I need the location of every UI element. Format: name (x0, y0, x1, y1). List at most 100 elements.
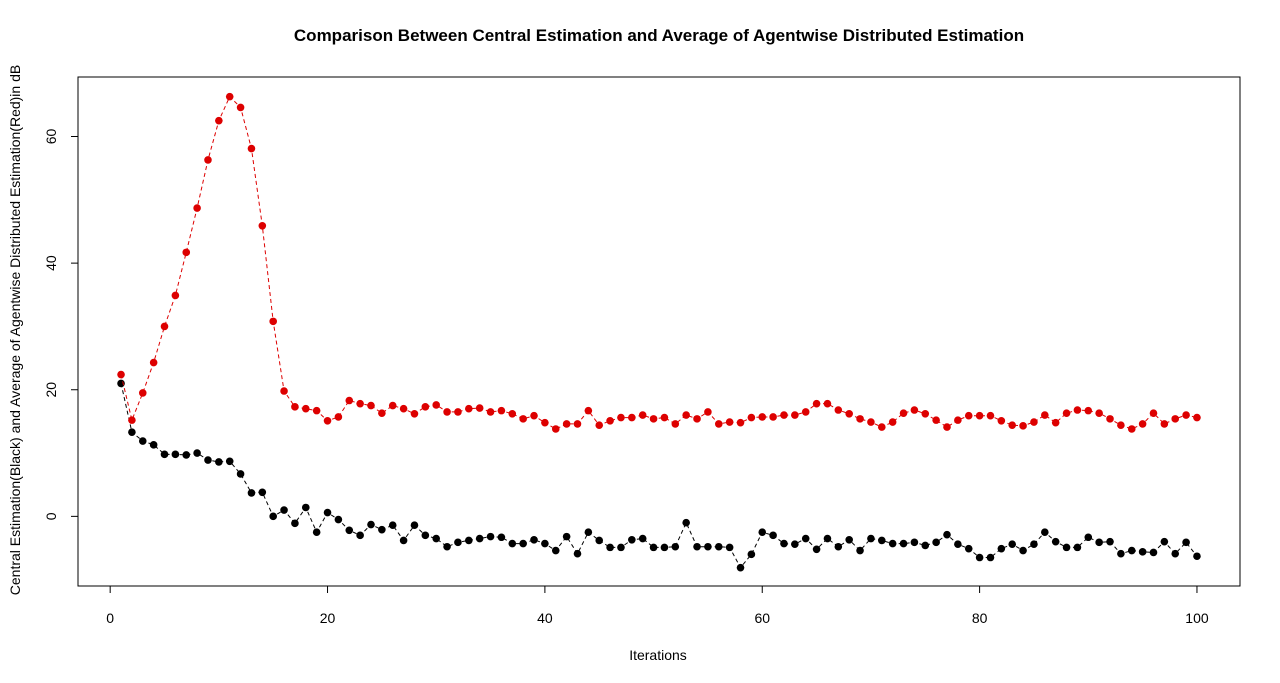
point (986, 411, 995, 420)
point (975, 411, 984, 420)
point (138, 389, 147, 397)
point (345, 526, 354, 535)
point (1160, 537, 1169, 546)
point (530, 535, 538, 544)
point (541, 418, 549, 427)
point (986, 553, 995, 562)
point (704, 408, 712, 416)
point (258, 488, 267, 497)
point (497, 406, 506, 415)
point (193, 449, 201, 457)
point (693, 415, 701, 423)
point (682, 518, 690, 527)
x-tick-label: 40 (537, 610, 553, 626)
y-tick-label: 20 (43, 382, 59, 398)
point (291, 519, 299, 528)
point (714, 420, 723, 428)
point (1008, 540, 1017, 549)
point (1138, 548, 1147, 556)
x-tick-label: 80 (972, 610, 988, 626)
point (595, 536, 604, 545)
point (877, 423, 886, 431)
point (638, 534, 647, 543)
point (410, 410, 419, 418)
point (1127, 546, 1136, 555)
point (204, 456, 212, 464)
point (171, 291, 180, 300)
point (617, 543, 625, 552)
point (519, 415, 527, 423)
point (138, 437, 147, 445)
point (975, 553, 984, 562)
point (671, 420, 680, 428)
point (530, 411, 538, 420)
point (1073, 543, 1082, 552)
point (269, 317, 277, 326)
point (323, 508, 332, 517)
point (584, 406, 593, 415)
point (171, 450, 180, 459)
point (801, 408, 810, 416)
point (812, 545, 821, 554)
point (1127, 425, 1136, 433)
point (454, 538, 462, 547)
point (1149, 548, 1158, 557)
point (486, 532, 495, 541)
point (606, 416, 614, 425)
point (345, 396, 354, 405)
point (334, 413, 343, 421)
point (888, 539, 897, 548)
point (1051, 537, 1060, 546)
point (443, 408, 451, 416)
point (247, 489, 256, 497)
point (225, 457, 234, 466)
point (921, 541, 930, 550)
point (910, 406, 919, 414)
point (834, 542, 843, 551)
point (215, 116, 223, 125)
point (182, 451, 191, 459)
point (160, 322, 169, 331)
point (128, 416, 136, 424)
point (1138, 420, 1147, 428)
point (301, 503, 310, 512)
x-tick-label: 100 (1185, 610, 1209, 626)
point (682, 411, 690, 419)
point (497, 533, 506, 542)
point (1095, 538, 1103, 547)
y-axis-label: Central Estimation(Black) and Average of… (7, 65, 23, 595)
point (921, 410, 930, 418)
point (388, 521, 397, 530)
point (475, 404, 484, 412)
point (932, 538, 940, 547)
point (160, 450, 169, 459)
point (845, 535, 853, 544)
point (1193, 413, 1201, 422)
series-line (120, 383, 1198, 569)
point (215, 458, 223, 466)
point (204, 156, 212, 164)
point (1106, 537, 1114, 546)
point (780, 539, 788, 548)
point (291, 403, 299, 411)
point (606, 543, 614, 552)
y-tick-label: 60 (43, 129, 59, 145)
point (964, 411, 973, 420)
point (312, 528, 321, 536)
point (258, 221, 267, 230)
point (1073, 406, 1082, 414)
point (758, 528, 767, 536)
point (356, 531, 364, 540)
point (671, 542, 680, 551)
point (541, 539, 549, 548)
point (780, 411, 788, 419)
point (725, 543, 734, 552)
point (475, 534, 484, 543)
point (747, 413, 756, 422)
point (649, 543, 658, 552)
point (508, 410, 517, 418)
point (736, 418, 745, 427)
point (399, 404, 408, 413)
point (551, 546, 560, 555)
point (628, 535, 636, 544)
